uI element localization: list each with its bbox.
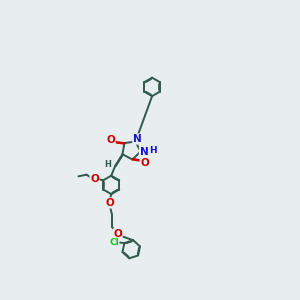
Text: Cl: Cl [109, 238, 119, 247]
Text: N: N [140, 147, 148, 157]
Text: H: H [149, 146, 157, 155]
Text: N: N [133, 134, 142, 144]
Text: O: O [140, 158, 149, 168]
Text: O: O [105, 198, 114, 208]
Text: O: O [113, 229, 122, 239]
Text: H: H [104, 160, 111, 169]
Text: O: O [90, 174, 99, 184]
Text: O: O [106, 135, 115, 145]
